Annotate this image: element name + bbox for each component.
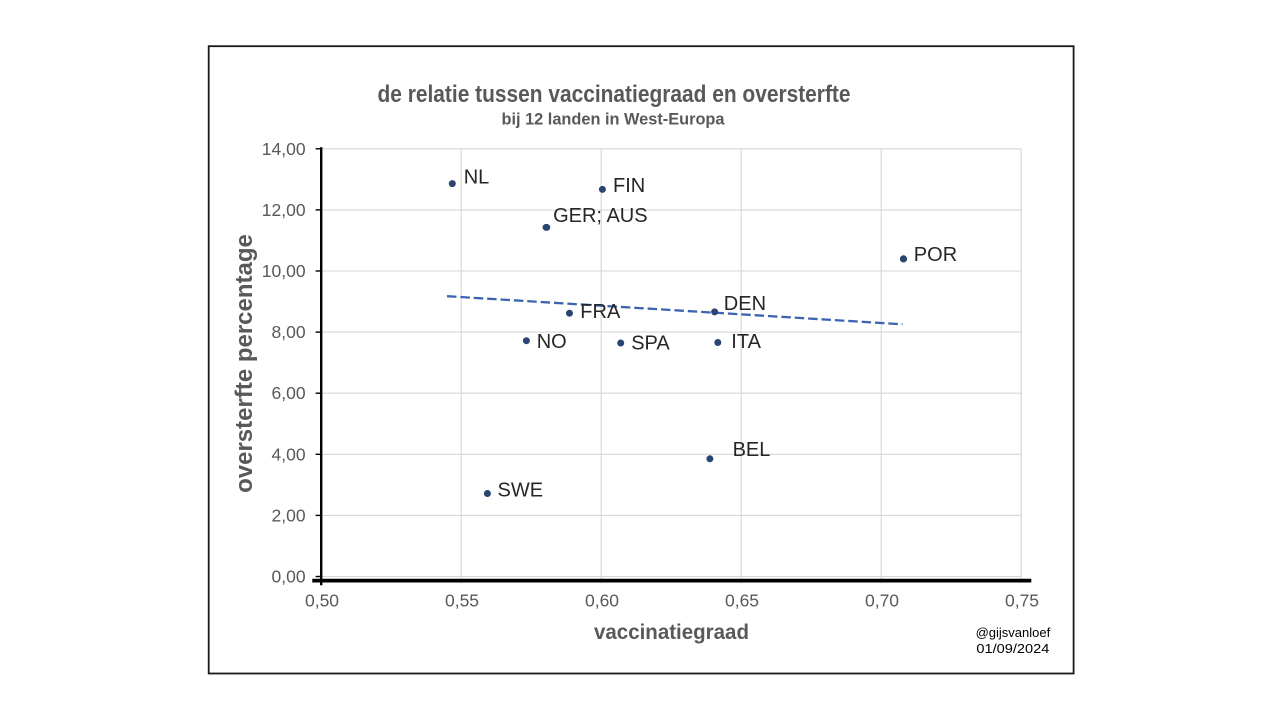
svg-text:0,65: 0,65 bbox=[725, 590, 759, 610]
svg-text:@gijsvanloef: @gijsvanloef bbox=[976, 625, 1051, 640]
svg-text:FIN: FIN bbox=[613, 175, 645, 197]
svg-text:NL: NL bbox=[464, 167, 490, 189]
svg-text:0,50: 0,50 bbox=[305, 590, 339, 610]
svg-text:0,70: 0,70 bbox=[865, 590, 899, 610]
svg-text:0,60: 0,60 bbox=[585, 590, 619, 610]
svg-text:8,00: 8,00 bbox=[272, 322, 306, 342]
svg-text:bij 12 landen in West-Europa: bij 12 landen in West-Europa bbox=[502, 110, 726, 129]
svg-text:ITA: ITA bbox=[731, 331, 761, 353]
svg-text:DEN: DEN bbox=[724, 293, 766, 315]
svg-text:FRA: FRA bbox=[580, 301, 621, 323]
svg-text:NO: NO bbox=[537, 331, 567, 353]
svg-text:oversterfte percentage: oversterfte percentage bbox=[231, 234, 258, 493]
svg-text:10,00: 10,00 bbox=[262, 261, 306, 281]
svg-text:6,00: 6,00 bbox=[272, 383, 306, 403]
svg-text:de relatie tussen vaccinatiegr: de relatie tussen vaccinatiegraad en ove… bbox=[378, 81, 851, 108]
svg-text:BEL: BEL bbox=[733, 439, 771, 461]
svg-text:4,00: 4,00 bbox=[272, 444, 306, 464]
svg-text:0,75: 0,75 bbox=[1005, 590, 1039, 610]
svg-text:2,00: 2,00 bbox=[272, 505, 306, 525]
svg-text:01/09/2024: 01/09/2024 bbox=[976, 641, 1049, 656]
svg-text:12,00: 12,00 bbox=[262, 200, 306, 220]
svg-text:SPA: SPA bbox=[631, 333, 670, 355]
svg-text:0,00: 0,00 bbox=[272, 567, 306, 587]
svg-text:GER; AUS: GER; AUS bbox=[553, 205, 647, 227]
svg-text:POR: POR bbox=[914, 244, 957, 266]
svg-text:0,55: 0,55 bbox=[445, 590, 479, 610]
svg-text:vaccinatiegraad: vaccinatiegraad bbox=[594, 621, 749, 644]
svg-text:SWE: SWE bbox=[498, 480, 544, 502]
svg-text:14,00: 14,00 bbox=[262, 139, 306, 159]
